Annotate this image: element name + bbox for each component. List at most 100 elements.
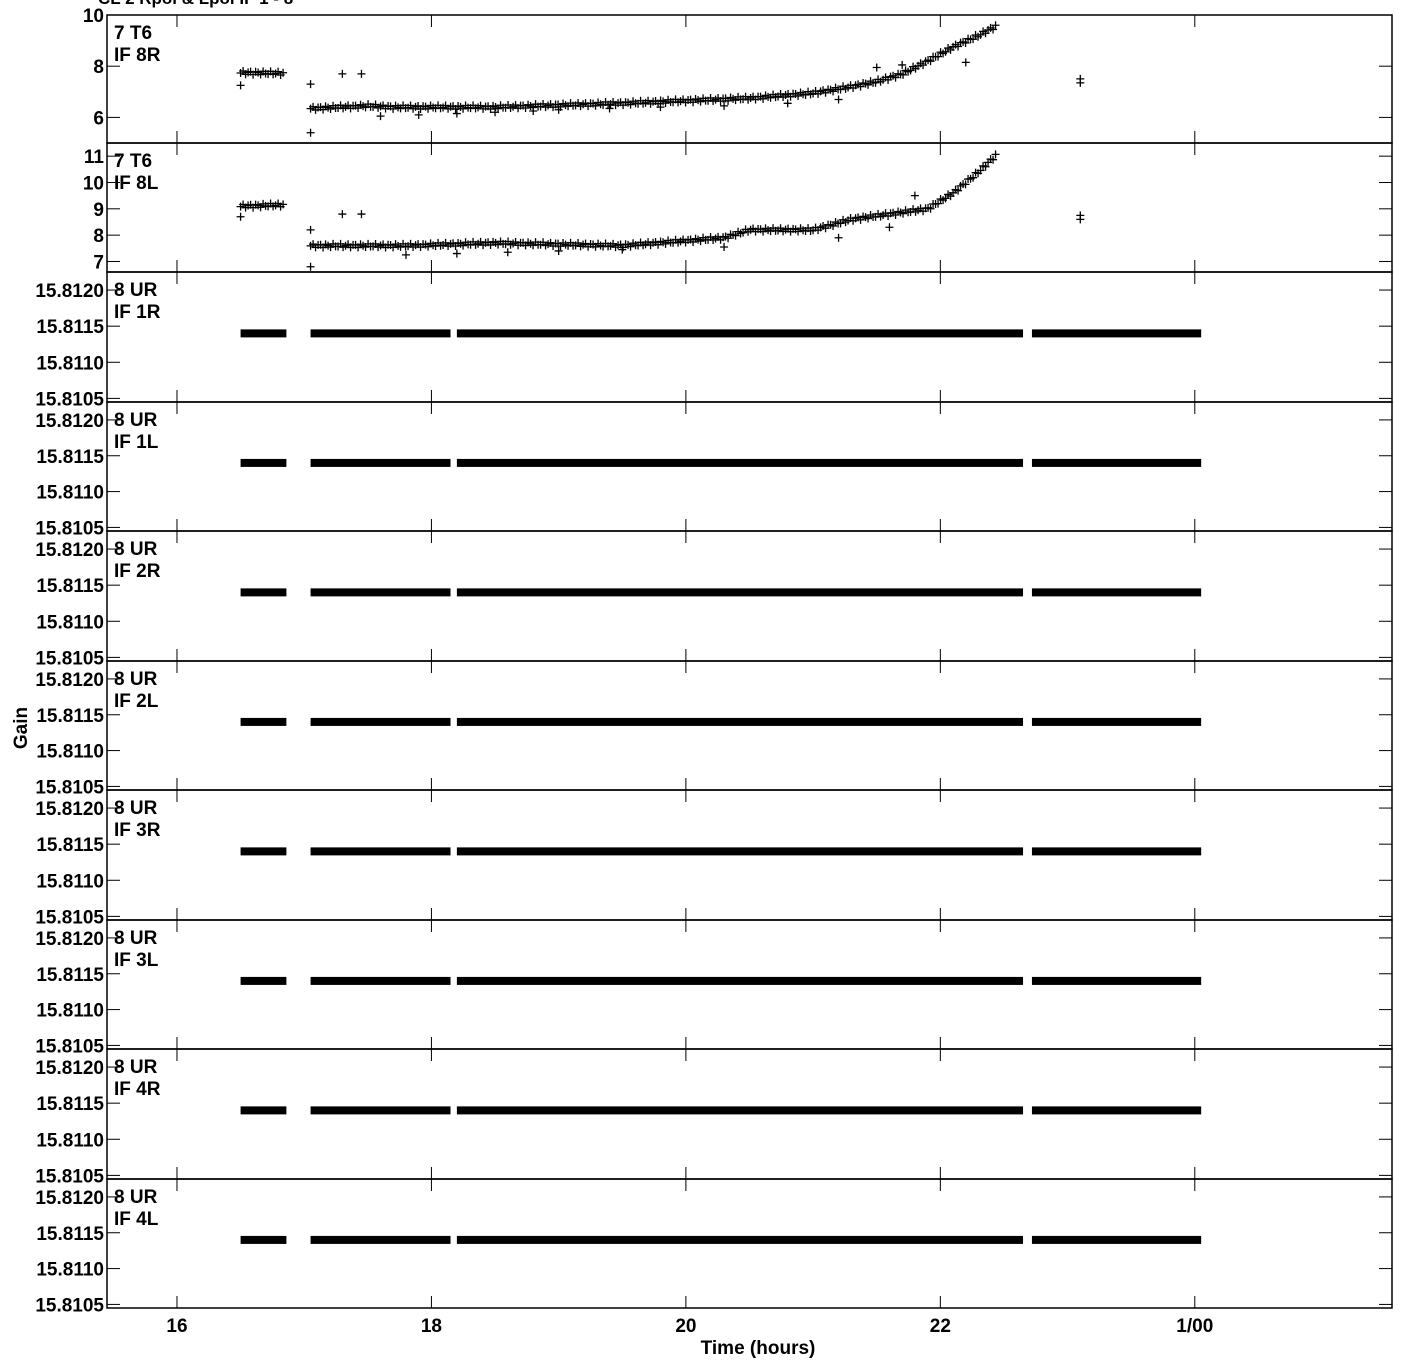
y-tick-label: 15.8105 [35,777,104,798]
panel-label-line2: IF 1R [114,302,161,323]
data-band [310,458,451,467]
data-point [338,69,347,78]
data-band [240,588,287,597]
panel-label-line2: IF 8L [114,173,159,194]
y-tick-label: 15.8120 [35,799,104,820]
series-2 [306,21,1000,114]
y-tick-label: 15.8105 [35,648,104,669]
y-axis-title: Gain [11,707,32,749]
data-point [989,25,998,34]
data-point [961,39,970,48]
panel-label-line2: IF 8R [114,45,161,66]
y-tick-label: 9 [93,200,104,221]
y-tick-label: 8 [93,57,104,78]
data-point [989,155,998,164]
panel-label-line1: 7 T6 [114,151,152,172]
panel-label-line1: 8 UR [114,1057,158,1078]
x-tick-label: 20 [675,1316,696,1337]
y-tick-label: 15.8105 [35,1036,104,1057]
panel-label-line2: IF 2R [114,561,161,582]
y-tick-label: 15.8110 [36,1130,104,1151]
data-point [357,210,366,219]
data-point [605,104,614,113]
data-point [969,173,978,182]
panel-label-line1: 8 UR [114,1187,158,1208]
data-point [961,58,970,67]
data-point [554,105,563,114]
panel-label-line1: 8 UR [114,928,158,949]
data-point [491,108,500,117]
data-point [934,52,943,61]
data-band [456,1235,1024,1244]
y-tick-label: 15.8110 [36,612,104,633]
series-constant [240,1106,1202,1115]
series-constant [240,717,1202,726]
data-point [991,150,1000,159]
series-constant [240,588,1202,597]
y-tick-label: 7 [93,252,104,273]
panel-label-line1: 8 UR [114,539,158,560]
x-tick-label: 16 [166,1316,187,1337]
y-tick-label: 15.8105 [35,389,104,410]
y-tick-label: 15.8120 [35,670,104,691]
panel-label-line1: 7 T6 [114,23,152,44]
series-constant [240,458,1202,467]
series-1 [236,199,288,212]
y-tick-label: 11 [84,147,105,168]
x-axis-title: Time (hours) [701,1338,816,1359]
data-point [910,191,919,200]
y-tick-label: 15.8110 [36,1260,104,1281]
y-tick-label: 15.8120 [35,411,104,432]
data-band [310,588,451,597]
y-tick-label: 15.8115 [36,706,104,727]
data-point [279,68,288,77]
y-tick-label: 15.8120 [35,540,104,561]
data-band [1031,1235,1202,1244]
data-point [991,21,1000,30]
y-tick-label: 8 [93,226,104,247]
y-tick-label: 15.8110 [36,871,104,892]
data-point [306,128,315,137]
y-tick-label: 15.8105 [35,1166,104,1187]
data-point [872,63,881,72]
series-constant [240,329,1202,338]
data-band [456,458,1024,467]
panel-label-line1: 8 UR [114,410,158,431]
data-point [656,103,665,112]
data-point [236,212,245,221]
y-tick-label: 15.8105 [35,518,104,539]
panel-frame [106,142,1393,273]
y-tick-label: 15.8120 [35,1058,104,1079]
data-point [926,57,935,66]
data-point [306,225,315,234]
y-tick-label: 10 [83,6,104,27]
data-point [969,35,978,44]
x-tick-label: 1/00 [1176,1316,1213,1337]
data-band [240,329,287,338]
panel-label-line2: IF 3L [114,950,159,971]
data-band [456,847,1024,856]
panel-label-line1: 8 UR [114,798,158,819]
series-3 [1076,211,1085,224]
data-point [554,246,563,255]
data-band [1031,847,1202,856]
data-point [961,180,970,189]
data-point [1076,211,1085,220]
data-point [338,210,347,219]
data-band [1031,588,1202,597]
data-point [885,223,894,232]
data-point [783,99,792,108]
series-3 [1076,74,1085,87]
data-point [981,162,990,171]
data-point [236,81,245,90]
data-band [310,1235,451,1244]
y-tick-label: 15.8110 [36,1001,104,1022]
data-point [976,166,985,175]
